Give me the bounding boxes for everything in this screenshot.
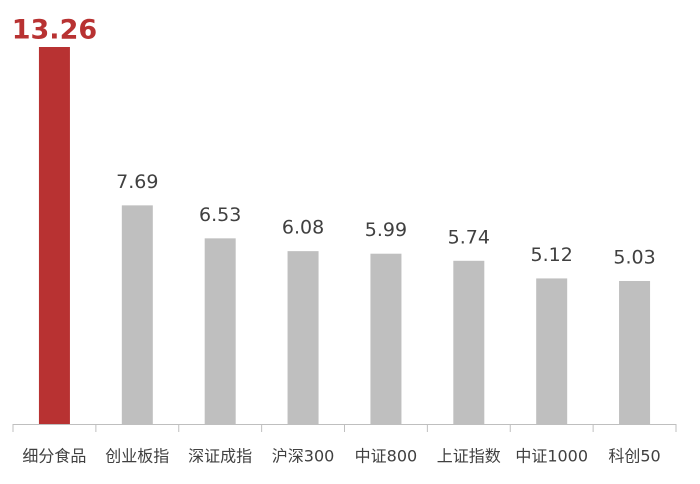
value-label: 5.12 [531, 244, 573, 266]
bar [287, 251, 319, 424]
x-tick-label: 细分食品 [22, 447, 86, 466]
x-tick-label: 创业板指 [105, 447, 169, 466]
x-tick-label: 中证800 [355, 447, 418, 466]
value-label: 7.69 [116, 171, 158, 193]
bar [370, 253, 402, 424]
x-tick-label: 深证成指 [188, 447, 252, 466]
value-label: 6.08 [282, 217, 324, 239]
value-label: 6.53 [199, 204, 241, 226]
bar [536, 278, 568, 424]
value-label: 5.99 [365, 219, 407, 241]
bar [619, 280, 651, 424]
x-tick-label: 上证指数 [437, 447, 501, 466]
value-label: 13.26 [12, 15, 97, 46]
value-label: 5.74 [448, 226, 490, 248]
x-tick-label: 中证1000 [515, 447, 588, 466]
x-tick-label: 沪深300 [272, 447, 335, 466]
value-label: 5.03 [613, 246, 655, 268]
x-tick-label: 科创50 [608, 447, 660, 466]
bar [204, 238, 236, 424]
bar [38, 47, 70, 424]
bar [121, 205, 153, 424]
bar [453, 260, 485, 424]
